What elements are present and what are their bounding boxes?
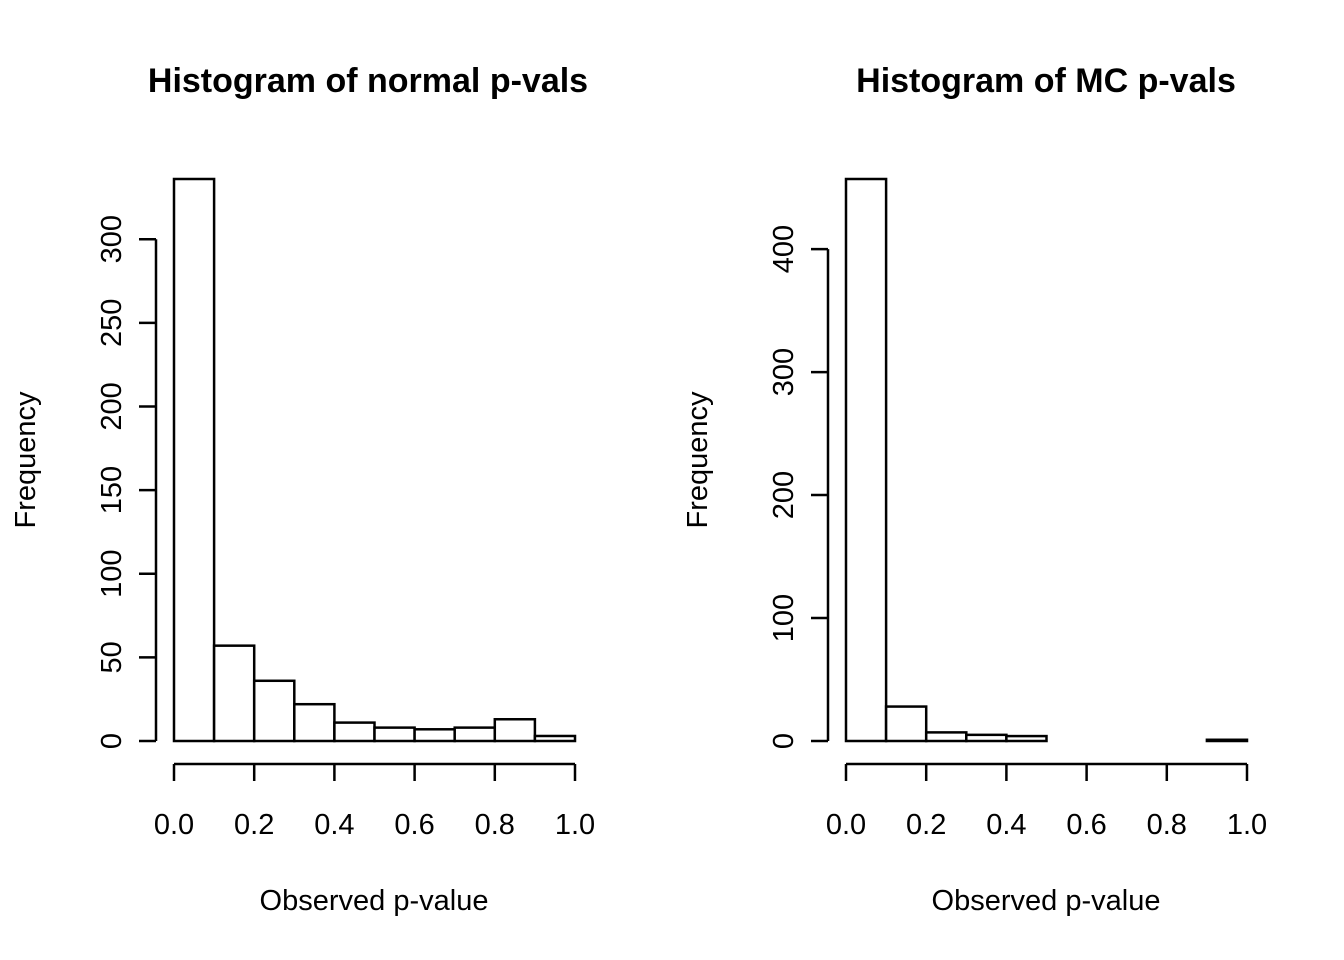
y-tick-label: 150 [96,466,128,514]
x-tick-label: 0.0 [826,809,866,841]
histogram-bar [333,721,376,743]
histogram-bar [453,726,497,743]
histogram-bar [252,679,296,743]
y-tick-label: 300 [768,348,800,396]
y-tick-label: 200 [96,382,128,430]
y-axis-label: Frequency [10,391,42,529]
x-axis-label: Observed p-value [932,885,1161,917]
x-tick-label: 0.2 [234,809,274,841]
y-tick-label: 100 [768,594,800,642]
x-axis-label: Observed p-value [260,885,489,917]
histogram-bar [493,718,537,743]
y-tick-label: 100 [96,550,128,598]
x-tick-label: 0.4 [314,809,354,841]
x-axis: 0.0 0.2 0.4 0.6 0.8 1.0 [154,762,595,841]
histogram-bar [172,177,216,743]
histogram-bar [965,733,1008,743]
y-tick-label: 50 [96,641,128,673]
histogram-bar [413,728,456,743]
y-tick-label: 0 [768,733,800,749]
y-axis: 0 50 100 150 200 250 300 [96,215,158,749]
x-tick-label: 0.0 [154,809,194,841]
x-tick-label: 0.2 [906,809,946,841]
chart-title: Histogram of normal p-vals [148,62,588,100]
histogram-bar [533,734,577,743]
mc-pvals-histogram: Histogram of MC p-vals Observed p-value … [682,62,1267,917]
x-tick-label: 1.0 [1227,809,1267,841]
y-tick-label: 250 [96,299,128,347]
histogram-bar [884,705,928,743]
x-tick-label: 0.8 [475,809,515,841]
y-tick-label: 0 [96,733,128,749]
histogram-bar [844,177,888,743]
y-tick-label: 300 [96,215,128,263]
y-tick-label: 400 [768,225,800,273]
histogram-bar [1005,734,1048,743]
x-axis: 0.0 0.2 0.4 0.6 0.8 1.0 [826,762,1267,841]
y-axis-label: Frequency [682,391,714,529]
histogram-bar [212,644,256,743]
x-tick-label: 0.8 [1147,809,1187,841]
bars [172,177,577,743]
histogram-bar [373,726,416,743]
y-axis: 0 100 200 300 400 [768,225,830,749]
x-tick-label: 1.0 [555,809,595,841]
x-tick-label: 0.6 [394,809,434,841]
chart-title: Histogram of MC p-vals [856,62,1236,100]
y-tick-label: 200 [768,471,800,519]
normal-pvals-histogram: Histogram of normal p-vals Observed p-va… [10,62,595,917]
bars [844,177,1249,743]
histogram-bar [293,702,336,743]
x-tick-label: 0.4 [986,809,1026,841]
x-tick-label: 0.6 [1066,809,1106,841]
histogram-bar [1205,738,1249,743]
histogram-bar [924,731,968,743]
